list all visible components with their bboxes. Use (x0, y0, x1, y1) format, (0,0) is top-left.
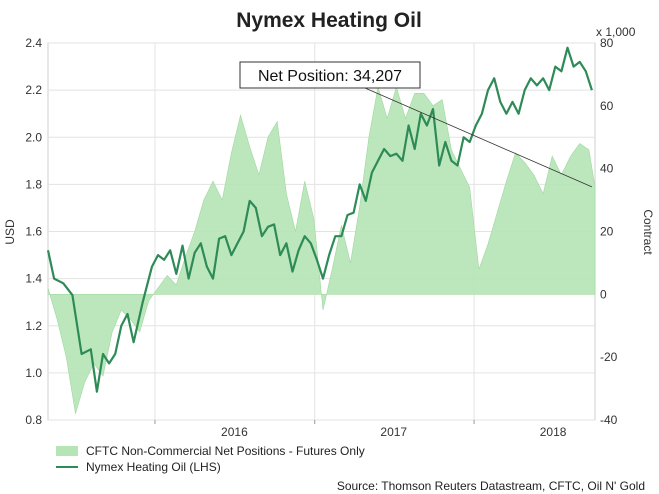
left-tick-label: 1.8 (25, 177, 42, 191)
left-axis-ticks: 2.4 2.2 2.0 1.8 1.6 1.4 1.2 1.0 0.8 (25, 36, 42, 427)
right-axis-ticks: 80 60 40 20 0 -20 -40 (600, 36, 618, 427)
x-tick-label: 2016 (221, 425, 248, 439)
callout-leader-line (364, 87, 593, 188)
area-layer (47, 85, 596, 414)
right-axis-label: Contract (641, 209, 655, 255)
legend-area-swatch (56, 446, 78, 456)
x-tick-label: 2017 (380, 425, 407, 439)
right-tick-label: 0 (600, 287, 607, 301)
right-tick-label: 60 (600, 99, 614, 113)
left-tick-label: 2.4 (25, 36, 42, 50)
left-axis-label: USD (3, 219, 17, 245)
left-tick-label: 1.4 (25, 272, 42, 286)
chart-title: Nymex Heating Oil (236, 9, 422, 32)
right-tick-label: -20 (600, 350, 618, 364)
right-tick-label: 20 (600, 225, 614, 239)
line-layer (46, 46, 593, 393)
left-tick-label: 2.2 (25, 83, 42, 97)
left-tick-label: 1.0 (25, 366, 42, 380)
x-axis-ticks: 2016 2017 2018 (154, 420, 567, 439)
left-tick-label: 1.2 (25, 319, 42, 333)
right-tick-label: 80 (600, 36, 614, 50)
right-tick-label: -40 (600, 413, 618, 427)
right-axis-unit-label: x 1,000 (596, 25, 636, 39)
legend-line-label: Nymex Heating Oil (LHS) (86, 460, 221, 474)
legend-area-label: CFTC Non-Commercial Net Positions - Futu… (86, 444, 365, 458)
callout-box (239, 61, 421, 89)
callout-text: Net Position: 34,207 (258, 68, 402, 85)
right-tick-label: 40 (600, 162, 614, 176)
x-tick-label: 2018 (540, 425, 567, 439)
left-tick-label: 2.0 (25, 130, 42, 144)
source-note: Source: Thomson Reuters Datastream, CFTC… (337, 479, 645, 493)
left-tick-label: 0.8 (25, 413, 42, 427)
heating-oil-line (46, 46, 593, 393)
net-positions-area (47, 85, 596, 414)
left-tick-label: 1.6 (25, 225, 42, 239)
